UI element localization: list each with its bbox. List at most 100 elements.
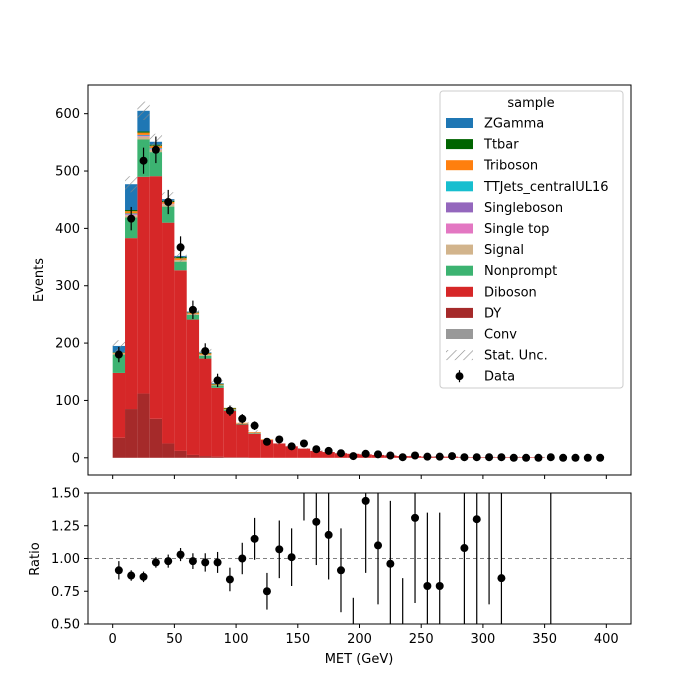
bar-dy (112, 437, 126, 458)
legend-swatch-signal (446, 244, 473, 255)
data-point (164, 198, 173, 206)
ratio-x-ticks: 0 50 100 150 200 250 300 350 400 (109, 624, 619, 647)
main-ytick-label: 400 (55, 222, 80, 237)
legend-label-nonprompt: Nonprompt (484, 264, 557, 279)
ratio-point (411, 513, 420, 522)
ratio-point (324, 530, 333, 539)
bar-dy (211, 456, 224, 458)
data-point (127, 214, 136, 223)
bar-ttbar (137, 131, 150, 133)
ratio-points (114, 493, 552, 624)
legend-label-zgamma: ZGamma (484, 117, 544, 132)
bar-diboson (149, 176, 163, 419)
bar-dy (162, 443, 175, 458)
bar-nonprompt (174, 261, 187, 271)
legend-swatch-triboson (446, 160, 473, 171)
ratio-panel: 0.50 0.75 1.00 1.25 1.50 0 50 100 150 200 250 300 3… (28, 487, 632, 667)
main-x-ticks (112, 475, 607, 479)
ratio-point (275, 545, 284, 554)
legend-swatch-diboson (446, 286, 473, 297)
data-point (349, 452, 358, 461)
bar-diboson (174, 270, 187, 451)
legend-title: sample (507, 96, 554, 111)
data-point (583, 453, 592, 462)
data-point (361, 449, 370, 458)
legend-label-signal: Signal (484, 243, 524, 258)
ratio-xtick-label: 400 (594, 632, 619, 647)
data-point (546, 453, 555, 462)
data-point (448, 452, 457, 461)
legend-swatch-singleboson (446, 202, 473, 213)
data-point (596, 453, 605, 462)
bar-diboson (112, 372, 126, 438)
data-point (559, 453, 568, 462)
data-point (386, 451, 395, 460)
legend-label-diboson: Diboson (484, 285, 537, 300)
bar-diboson (310, 450, 323, 458)
bar-diboson (186, 319, 200, 455)
main-ytick-label: 500 (55, 165, 80, 180)
legend-entries: ZGamma Ttbar Triboson TTJets_centralUL16 Sin… (446, 117, 609, 385)
ratio-point (250, 534, 259, 543)
data-point (225, 406, 234, 415)
bar-diboson (297, 448, 311, 458)
ratio-point (262, 587, 271, 596)
legend-swatch-dy (446, 307, 473, 318)
ratio-point (435, 582, 444, 591)
ratio-point (176, 550, 185, 559)
bar-signal (137, 136, 150, 140)
ratio-point (336, 566, 345, 575)
legend-label-stat-unc-: Stat. Unc. (484, 349, 548, 364)
legend-label-single-top: Single top (484, 222, 549, 237)
data-point (139, 156, 148, 165)
bar-diboson (260, 440, 274, 458)
data-point (213, 376, 222, 385)
ratio-point (127, 571, 136, 580)
main-panel: 0 100 200 300 400 500 600 Events (32, 84, 632, 479)
ratio-point (497, 574, 506, 583)
ratio-y-ticks: 0.50 0.75 1.00 1.25 1.50 (51, 487, 88, 633)
main-ytick-label: 300 (55, 279, 80, 294)
bar-diboson (322, 452, 335, 458)
ratio-point (151, 558, 160, 567)
data-point (411, 451, 420, 460)
ratio-point (312, 517, 321, 526)
bar-triboson (137, 132, 150, 135)
stat-unc-bin (273, 442, 286, 445)
main-ylabel: Events (32, 258, 47, 302)
data-point (398, 453, 407, 462)
ratio-point (460, 544, 469, 553)
data-point (374, 450, 383, 459)
ratio-point (188, 557, 197, 566)
ratio-xtick-label: 300 (470, 632, 495, 647)
legend-swatch-conv (446, 329, 473, 339)
ratio-ytick-label: 1.25 (51, 519, 80, 534)
ratio-point (213, 558, 222, 567)
bar-dy (125, 409, 138, 458)
data-point (472, 453, 481, 462)
bar-diboson (248, 433, 261, 458)
legend-box (439, 90, 624, 389)
data-point (460, 453, 469, 462)
ratio-point (361, 496, 370, 505)
ratio-point (225, 575, 234, 584)
data-point (262, 437, 271, 446)
ratio-point (114, 566, 123, 575)
data-point (485, 453, 494, 462)
legend-label-conv: Conv (484, 328, 517, 343)
data-point (571, 453, 580, 462)
ratio-xtick-label: 200 (347, 632, 372, 647)
stat-unc-bin (248, 430, 261, 434)
legend-swatch-single-top (446, 223, 473, 234)
data-point (534, 453, 543, 462)
bar-diboson (223, 410, 237, 458)
main-ytick-label: 0 (72, 451, 80, 466)
legend-label-data: Data (484, 370, 515, 385)
bar-single-top (137, 136, 150, 137)
ratio-point (164, 557, 173, 566)
legend-label-ttjets-centralul16: TTJets_centralUL16 (483, 180, 609, 195)
ratio-point (238, 554, 247, 563)
ratio-point (139, 572, 148, 581)
bar-ttjets-centralul16 (137, 134, 150, 136)
ratio-ytick-label: 1.00 (51, 552, 80, 567)
